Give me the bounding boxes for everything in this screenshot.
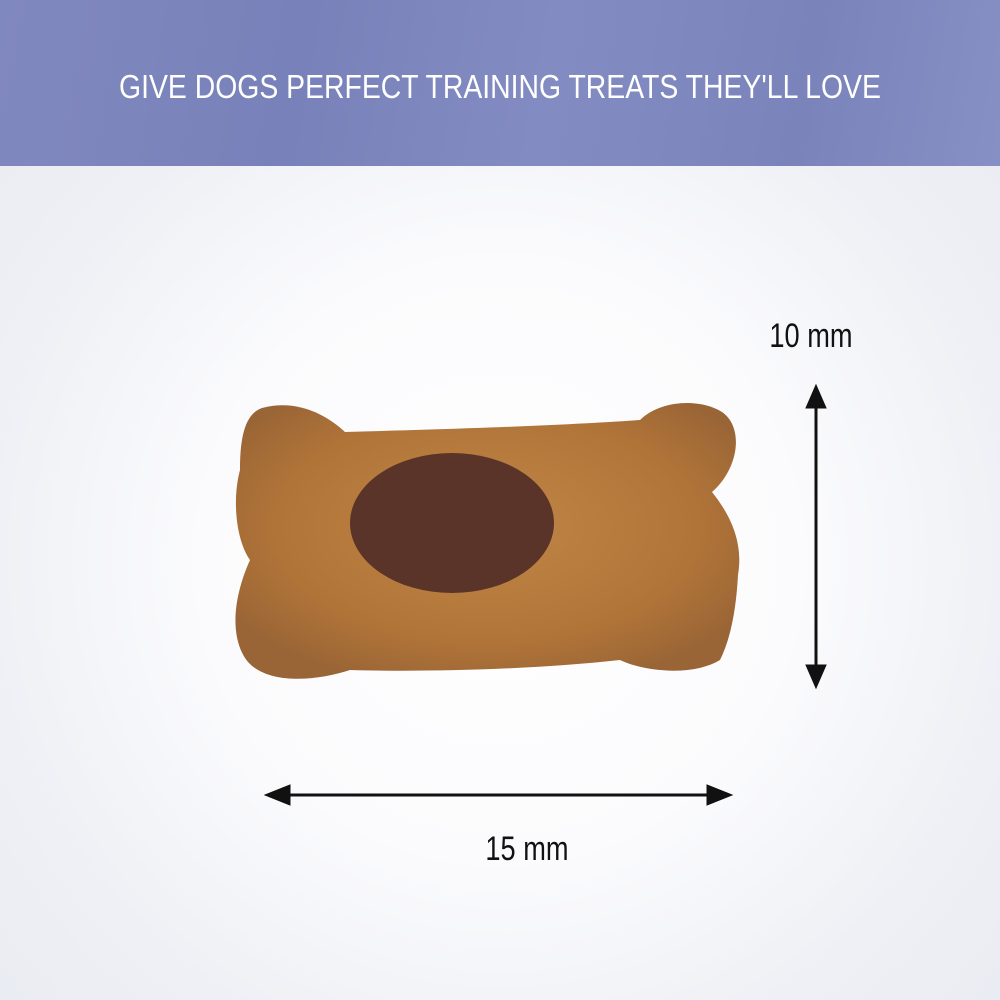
width-label-text: 15 mm — [485, 830, 569, 868]
height-arrow — [805, 383, 827, 690]
height-label: 10 mm — [741, 317, 881, 356]
width-arrow — [263, 784, 734, 806]
height-label-text: 10 mm — [769, 317, 853, 355]
headline-text: GIVE DOGS PERFECT TRAINING TREATS THEY'L… — [119, 68, 881, 105]
width-label: 15 mm — [457, 830, 597, 869]
treat-center-filling — [350, 453, 554, 593]
headline: GIVE DOGS PERFECT TRAINING TREATS THEY'L… — [0, 68, 1000, 106]
header-banner: GIVE DOGS PERFECT TRAINING TREATS THEY'L… — [0, 0, 1000, 166]
